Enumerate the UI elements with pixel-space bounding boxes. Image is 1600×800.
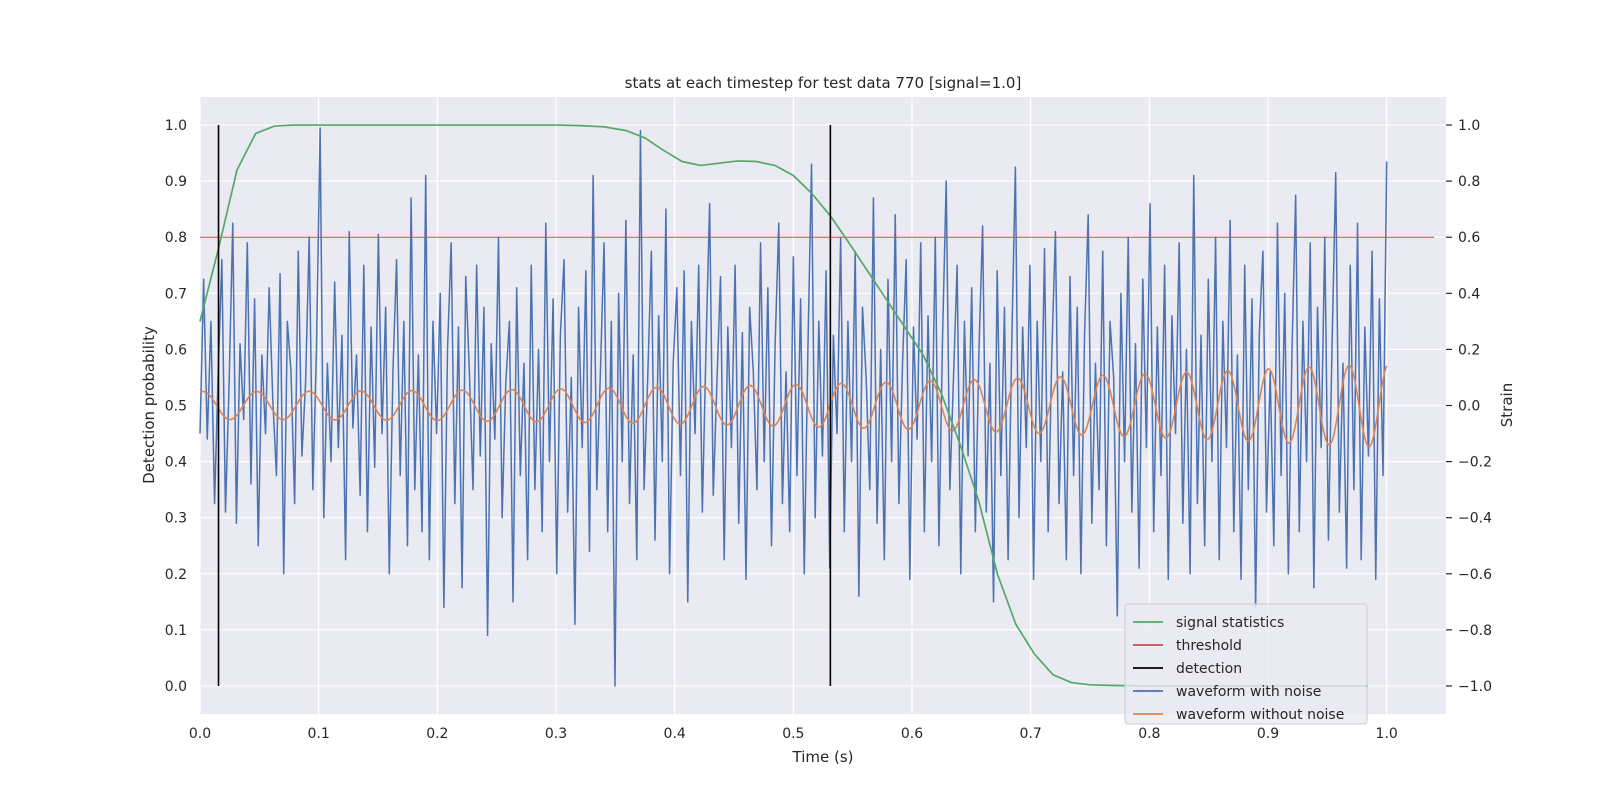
x-tick-label: 1.0 — [1376, 726, 1398, 742]
y-right-tick-label: 0.2 — [1458, 342, 1480, 358]
x-tick-label: 0.8 — [1138, 726, 1160, 742]
y-right-tick-label: −0.4 — [1458, 511, 1492, 527]
y-right-tick-label: 1.0 — [1458, 118, 1480, 134]
series-layer — [199, 124, 1435, 687]
y-axis-left: 0.0 0.1 0.2 0.3 0.4 0.5 0.6 0.7 0.8 0.9 1.0 — [165, 118, 187, 695]
x-tick-label: 0.1 — [308, 726, 330, 742]
legend-box — [1124, 603, 1368, 725]
legend-label: waveform without noise — [1176, 707, 1344, 723]
legend-label: detection — [1176, 661, 1242, 677]
series-signal-statistics — [199, 124, 1369, 687]
x-tick-label: 0.9 — [1257, 726, 1279, 742]
legend-label: signal statistics — [1176, 615, 1284, 631]
x-tick-label: 0.3 — [545, 726, 567, 742]
y-axis-left-label: Detection probability — [140, 326, 158, 484]
y-left-tick-label: 0.3 — [165, 511, 187, 527]
y-right-tick-label: −0.8 — [1458, 623, 1492, 639]
y-left-tick-label: 0.8 — [165, 230, 187, 246]
x-tick-label: 0.5 — [782, 726, 804, 742]
series-waveform-with-noise — [199, 127, 1388, 687]
y-left-tick-label: 0.6 — [165, 342, 187, 358]
x-tick-label: 0.6 — [901, 726, 923, 742]
y-left-tick-label: 0.9 — [165, 174, 187, 190]
chart-title: stats at each timestep for test data 770… — [625, 74, 1022, 92]
legend: signal statistics threshold detection wavef… — [1124, 603, 1368, 725]
y-right-tick-label: −0.2 — [1458, 455, 1492, 471]
y-left-tick-label: 0.7 — [165, 286, 187, 302]
legend-label: threshold — [1176, 638, 1242, 654]
x-tick-label: 0.4 — [664, 726, 686, 742]
y-left-tick-label: 0.5 — [165, 399, 187, 415]
series-waveform-without-noise — [199, 364, 1388, 448]
y-left-tick-label: 0.4 — [165, 455, 187, 471]
y-right-tick-label: 0.4 — [1458, 286, 1480, 302]
y-left-tick-label: 0.0 — [165, 679, 187, 695]
y-right-tick-label: 0.6 — [1458, 230, 1480, 246]
y-left-tick-label: 0.1 — [165, 623, 187, 639]
y-left-tick-label: 0.2 — [165, 567, 187, 583]
y-right-tick-label: 0.8 — [1458, 174, 1480, 190]
x-tick-label: 0.0 — [189, 726, 211, 742]
x-axis-label: Time (s) — [792, 748, 854, 766]
y-right-tick-label: 0.0 — [1458, 399, 1480, 415]
x-axis: 0.0 0.1 0.2 0.3 0.4 0.5 0.6 0.7 0.8 0.9 1.0 — [189, 726, 1398, 742]
y-right-tick-label: −1.0 — [1458, 679, 1492, 695]
y-right-tick-label: −0.6 — [1458, 567, 1492, 583]
y-axis-right-label: Strain — [1498, 383, 1516, 427]
x-tick-label: 0.2 — [426, 726, 448, 742]
legend-label: waveform with noise — [1176, 684, 1321, 700]
y-axis-right: −1.0 −0.8 −0.6 −0.4 −0.2 0.0 0.2 0.4 0.6 0.8 1.0 — [1446, 118, 1492, 695]
x-tick-label: 0.7 — [1020, 726, 1042, 742]
y-left-tick-label: 1.0 — [165, 118, 187, 134]
